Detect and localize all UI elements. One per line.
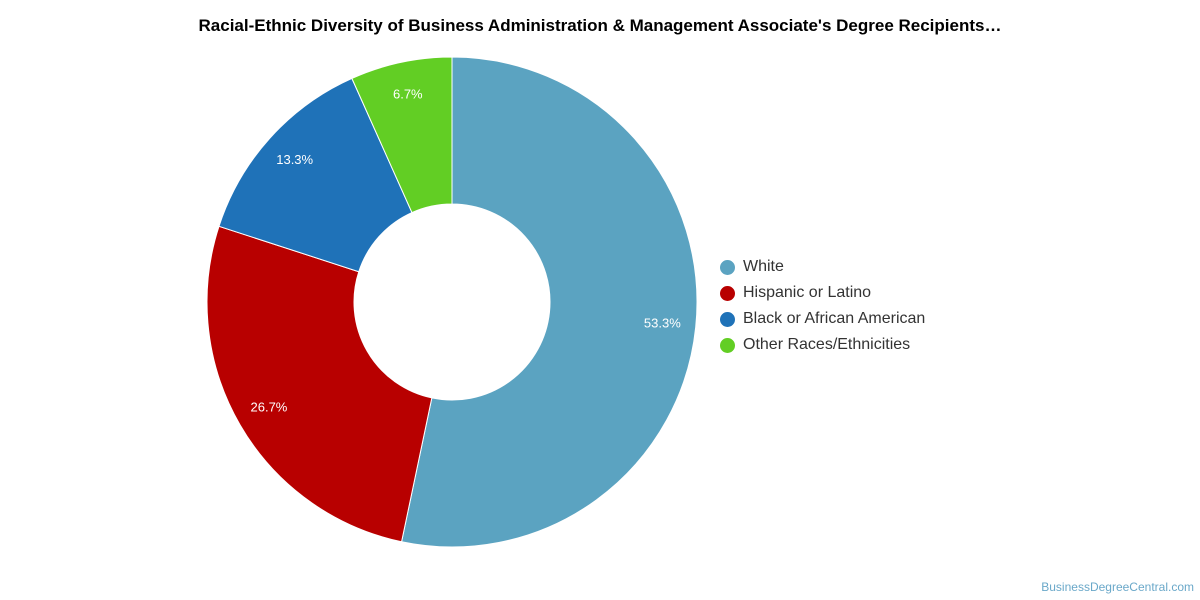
legend-label-other-races-ethnicities: Other Races/Ethnicities xyxy=(743,336,911,353)
legend-item-other-races-ethnicities[interactable]: Other Races/Ethnicities xyxy=(720,332,925,358)
legend-label-black-or-african-american: Black or African American xyxy=(743,310,926,327)
slice-label-white: 53.3% xyxy=(644,315,681,330)
chart-title: Racial-Ethnic Diversity of Business Admi… xyxy=(198,16,1002,35)
chart-legend: White Hispanic or Latino Black or Africa… xyxy=(720,254,925,358)
legend-item-white[interactable]: White xyxy=(720,254,925,280)
source-credit[interactable]: BusinessDegreeCentral.com xyxy=(1041,580,1194,594)
slice-hispanic-or-latino[interactable] xyxy=(206,225,433,543)
slice-other-races-ethnicities[interactable] xyxy=(351,56,453,214)
slice-black-or-african-american[interactable] xyxy=(218,77,413,273)
legend-swatch-white xyxy=(720,259,735,275)
legend-label-white: White xyxy=(743,258,784,275)
slice-label-other-races-ethnicities: 6.7% xyxy=(393,87,423,102)
donut-slices xyxy=(206,56,698,548)
legend-swatch-black-or-african-american xyxy=(720,311,735,327)
legend-label-hispanic-or-latino: Hispanic or Latino xyxy=(743,284,872,301)
slice-white[interactable] xyxy=(400,56,698,548)
slice-label-black-or-african-american: 13.3% xyxy=(276,152,313,167)
legend-item-black-or-african-american[interactable]: Black or African American xyxy=(720,306,925,332)
donut-slice-labels: 53.3% 26.7% 13.3% 6.7% xyxy=(251,87,682,415)
legend-swatch-hispanic-or-latino xyxy=(720,285,735,301)
legend-item-hispanic-or-latino[interactable]: Hispanic or Latino xyxy=(720,280,925,306)
slice-label-hispanic-or-latino: 26.7% xyxy=(251,399,288,414)
legend-swatch-other-races-ethnicities xyxy=(720,337,735,353)
